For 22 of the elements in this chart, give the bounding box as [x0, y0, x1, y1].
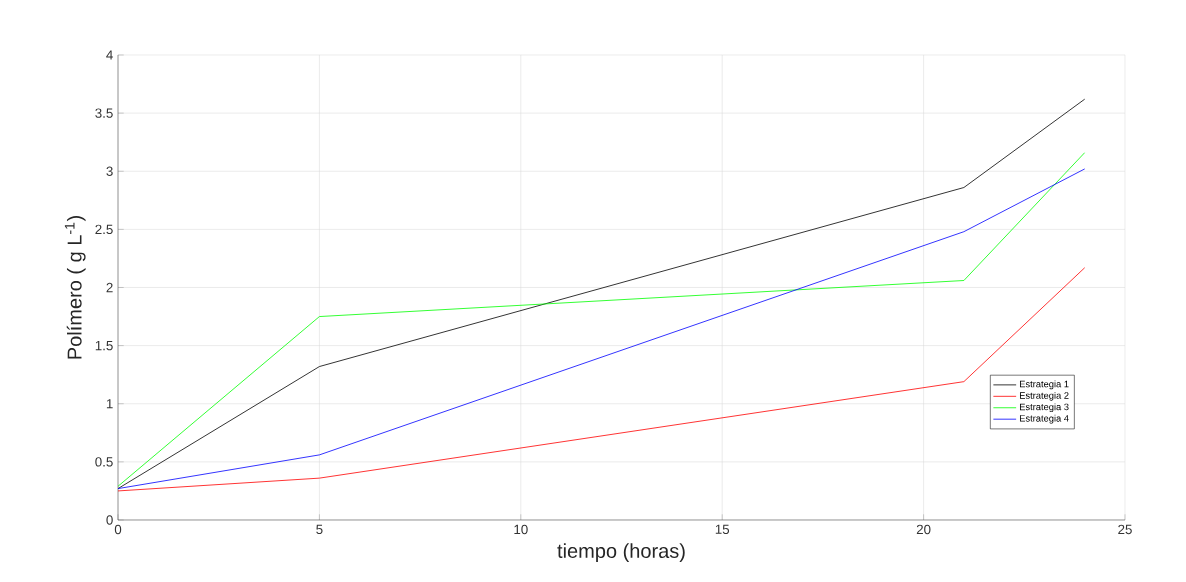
- legend-label: Estrategia 4: [1019, 414, 1069, 424]
- line-series: [118, 267, 1086, 492]
- legend-label: Estrategia 1: [1019, 380, 1069, 390]
- y-tick-label: 3: [106, 166, 113, 176]
- y-tick-label: 2: [106, 282, 113, 293]
- legend-label: Estrategia 2: [1019, 391, 1069, 401]
- y-tick-label: 1: [106, 399, 113, 409]
- y-tick-label: 0: [106, 515, 113, 525]
- x-tick-label: 0: [114, 524, 122, 535]
- y-tick-label: 4: [106, 50, 113, 60]
- y-axis-title: Polímero ( g L$^{-1}$): [64, 216, 86, 359]
- y-tick-label: 2.5: [95, 224, 113, 235]
- x-tick-label: 5: [316, 524, 323, 534]
- x-tick-label: 25: [1118, 524, 1132, 535]
- y-tick-label: 0.5: [95, 457, 113, 467]
- y-tick-label: 3.5: [95, 108, 113, 118]
- x-tick-label: 10: [514, 524, 528, 535]
- x-tick-label: 15: [715, 524, 730, 534]
- legend-label: Estrategia 3: [1019, 403, 1069, 413]
- y-tick-label: 1.5: [95, 340, 113, 351]
- x-tick-label: 20: [916, 524, 931, 535]
- x-axis-title: tiempo (horas): [557, 543, 685, 562]
